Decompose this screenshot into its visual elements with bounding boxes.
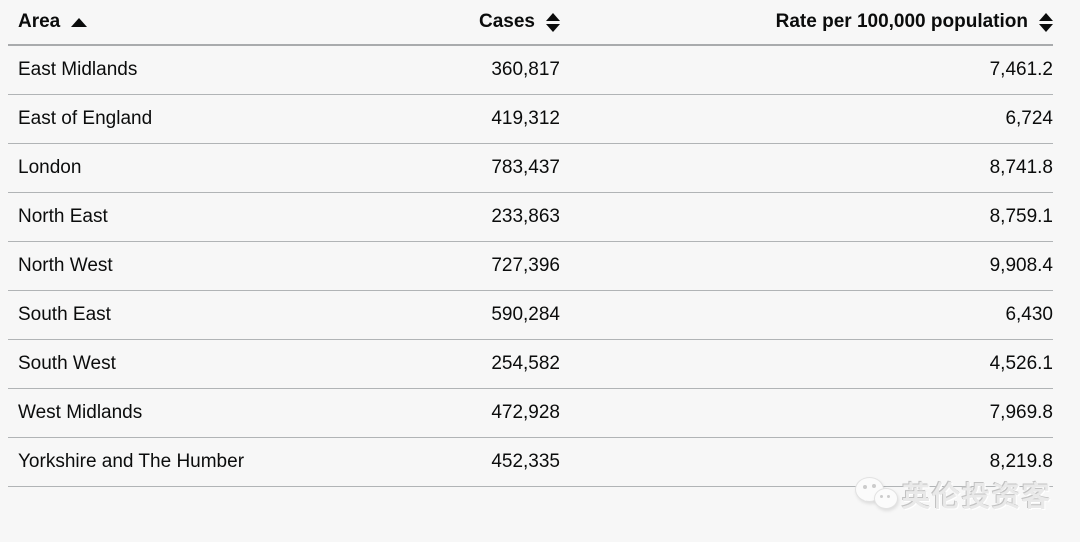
table-row: South East 590,284 6,430: [8, 290, 1053, 340]
table-header-row: Area Cases Rate per 100,000 population: [8, 0, 1053, 46]
watermark: 英伦投资客: [854, 474, 1052, 516]
area-cell: East of England: [8, 94, 428, 144]
cases-cell: 727,396: [428, 241, 560, 291]
cases-cell: 590,284: [428, 290, 560, 340]
rate-cell: 8,759.1: [560, 192, 1053, 242]
area-cell: London: [8, 143, 428, 193]
area-cell: North West: [8, 241, 428, 291]
sort-button-rate[interactable]: Rate per 100,000 population: [776, 11, 1053, 33]
cases-cell: 254,582: [428, 339, 560, 389]
area-cell: West Midlands: [8, 388, 428, 438]
area-cell: North East: [8, 192, 428, 242]
rate-cell: 8,219.8: [560, 437, 1053, 487]
table-row: South West 254,582 4,526.1: [8, 339, 1053, 389]
area-cell: East Midlands: [8, 45, 428, 95]
table-row: East of England 419,312 6,724: [8, 94, 1053, 144]
column-header-cases-label: Cases: [479, 11, 535, 32]
column-header-area: Area: [8, 0, 428, 46]
table-row: North West 727,396 9,908.4: [8, 241, 1053, 291]
rate-cell: 8,741.8: [560, 143, 1053, 193]
rate-cell: 7,969.8: [560, 388, 1053, 438]
column-header-rate-label: Rate per 100,000 population: [775, 11, 1028, 32]
sort-button-cases[interactable]: Cases: [479, 11, 560, 33]
cases-cell: 419,312: [428, 94, 560, 144]
column-header-area-label: Area: [18, 11, 61, 32]
column-header-cases: Cases: [428, 0, 560, 46]
wechat-icon: [854, 474, 900, 516]
cases-cell: 472,928: [428, 388, 560, 438]
sort-both-icon: [1039, 12, 1053, 32]
cases-cell: 360,817: [428, 45, 560, 95]
rate-cell: 4,526.1: [560, 339, 1053, 389]
cases-by-area-table: Area Cases Rate per 100,000 population: [8, 0, 1053, 487]
rate-cell: 7,461.2: [560, 45, 1053, 95]
watermark-text: 英伦投资客: [901, 481, 1052, 512]
table-row: North East 233,863 8,759.1: [8, 192, 1053, 242]
area-cell: South West: [8, 339, 428, 389]
table-row: London 783,437 8,741.8: [8, 143, 1053, 193]
cases-cell: 783,437: [428, 143, 560, 193]
area-cell: Yorkshire and The Humber: [8, 437, 428, 487]
rate-cell: 6,430: [560, 290, 1053, 340]
sort-button-area[interactable]: Area: [18, 11, 88, 33]
rate-cell: 6,724: [560, 94, 1053, 144]
table-row: East Midlands 360,817 7,461.2: [8, 45, 1053, 95]
sort-both-icon: [546, 12, 560, 32]
rate-cell: 9,908.4: [560, 241, 1053, 291]
sort-ascending-icon: [71, 17, 88, 27]
table-row: West Midlands 472,928 7,969.8: [8, 388, 1053, 438]
cases-cell: 452,335: [428, 437, 560, 487]
table-row: Yorkshire and The Humber 452,335 8,219.8: [8, 437, 1053, 487]
column-header-rate: Rate per 100,000 population: [560, 0, 1053, 46]
cases-cell: 233,863: [428, 192, 560, 242]
area-cell: South East: [8, 290, 428, 340]
